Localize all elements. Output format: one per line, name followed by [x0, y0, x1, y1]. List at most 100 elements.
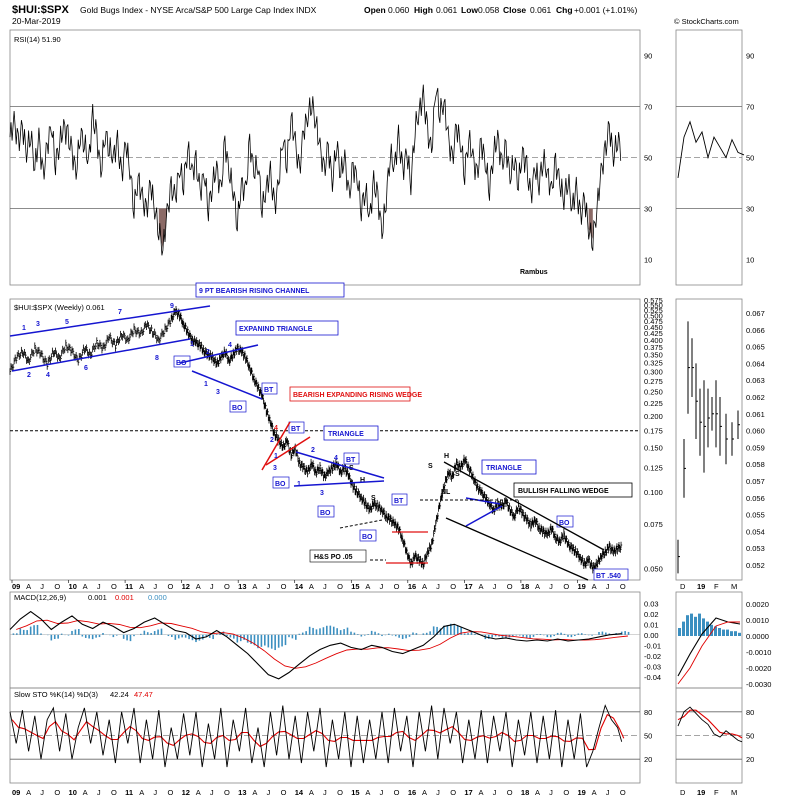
- bottom-x-tick: 09: [12, 788, 20, 797]
- bottom-x-tick: A: [309, 788, 314, 797]
- hs2-s-right: S: [455, 471, 460, 478]
- wave-number: 2: [206, 349, 210, 356]
- price-tick: 0.500: [644, 311, 663, 320]
- falling-wedge-top: [443, 461, 605, 551]
- bottom-x-tick: 15: [351, 788, 359, 797]
- wave-number: 6: [84, 365, 88, 372]
- hs2-h: H: [444, 453, 449, 460]
- x-tick: O: [337, 582, 343, 591]
- side-rsi-tick: 90: [746, 52, 754, 61]
- channel-label: 9 PT BEARISH RISING CHANNEL: [199, 288, 310, 295]
- x-tick: 09: [12, 582, 20, 591]
- hs2-neckline: NL: [441, 489, 451, 496]
- price-legend: $HUI:$SPX (Weekly) 0.061: [14, 303, 105, 312]
- side-rsi-line: [677, 120, 745, 178]
- bottom-x-tick: O: [337, 788, 343, 797]
- falling-wedge-box: [513, 482, 633, 498]
- macd-tick: -0.03: [644, 662, 661, 671]
- sto-d-line: [11, 713, 625, 751]
- side-macd-signal: [677, 621, 740, 685]
- side-macd-tick: -0.0010: [746, 648, 771, 657]
- expanding-triangle-label: EXPANIND TRIANGLE: [239, 326, 313, 333]
- copyright-label: © StockCharts.com: [674, 17, 739, 26]
- sto-d-value: 47.47: [134, 690, 153, 699]
- bo-1: BO: [176, 360, 187, 367]
- bottom-x-tick: J: [210, 788, 214, 797]
- side-frame-price: [675, 298, 743, 581]
- x-tick: A: [592, 582, 597, 591]
- hs1-s-right: S: [371, 495, 376, 502]
- rsi-oversold-fill: [158, 208, 168, 250]
- x-tick: O: [281, 582, 287, 591]
- symbol-label: $HUI:$SPX: [12, 4, 70, 16]
- x-tick: A: [139, 582, 144, 591]
- rsi-panel: RSI(14) 51.90 Rambus 90 90 70 70 50 50 30 30 10 1…: [9, 35, 754, 276]
- open-label: Open: [364, 5, 386, 15]
- side-x-tick: D: [680, 582, 686, 591]
- frame-macd: [9, 591, 641, 689]
- price-tick: 0.425: [644, 329, 663, 338]
- side-macd-histogram: [690, 613, 693, 636]
- macd-legend: MACD(12,26,9): [14, 593, 67, 602]
- side-macd-histogram: [710, 624, 713, 636]
- price-tick: 0.175: [644, 427, 663, 436]
- wave-number: 2: [270, 437, 274, 444]
- wave-number: 1: [22, 325, 26, 332]
- side-macd-histogram: [726, 629, 729, 636]
- x-tick: A: [83, 582, 88, 591]
- wave-number: 4: [274, 425, 278, 432]
- bearish-wedge-label: BEARISH EXPANDING RISING WEDGE: [293, 392, 422, 399]
- side-rsi-tick: 70: [746, 103, 754, 112]
- wave-number: 1: [204, 381, 208, 388]
- side-price-tick: 0.060: [746, 427, 765, 436]
- bt-4: BT: [394, 498, 404, 505]
- bo-5: BO: [362, 534, 373, 541]
- sto-k-value: 42.24: [110, 690, 129, 699]
- side-macd-tick: 0.0020: [746, 600, 769, 609]
- side-bottom-x-tick: F: [714, 788, 719, 797]
- macd-tick: 0.03: [644, 599, 659, 608]
- side-sto-tick: 80: [746, 708, 754, 717]
- side-price-tick: 0.063: [746, 376, 765, 385]
- bo-4: BO: [320, 510, 331, 517]
- side-bottom-x-tick: M: [731, 788, 737, 797]
- bo-3: BO: [275, 481, 286, 488]
- side-price-tick: 0.064: [746, 359, 765, 368]
- triangle1-box: [323, 425, 379, 441]
- triangle2-box: [481, 459, 537, 475]
- side-price-tick: 0.065: [746, 343, 765, 352]
- bottom-x-tick: O: [620, 788, 626, 797]
- x-tick: O: [111, 582, 117, 591]
- expanding-triangle-box: [235, 320, 339, 336]
- sto-legend: Slow STO %K(14) %D(3): [14, 690, 99, 699]
- side-macd-histogram: [698, 613, 701, 636]
- price-tick: 0.375: [644, 343, 663, 352]
- chart-header: $HUI:$SPX Gold Bugs Index - NYSE Arca/S&…: [12, 4, 739, 26]
- side-bottom-x-tick: 19: [697, 788, 705, 797]
- panel-frames: [9, 29, 743, 784]
- price-tick: 0.475: [644, 317, 663, 326]
- bottom-x-tick: J: [153, 788, 157, 797]
- wave-number: 1: [274, 453, 278, 460]
- macd-signal-line: [16, 619, 628, 669]
- x-tick: 19: [577, 582, 585, 591]
- wave-number: 1: [297, 481, 301, 488]
- wave-number: 4: [46, 372, 50, 379]
- expanding-triangle-bottom: [191, 370, 263, 400]
- chg-value: +0.001 (+1.01%): [574, 5, 637, 15]
- side-price-tick: 0.054: [746, 527, 765, 536]
- wave-number: 5: [65, 319, 69, 326]
- rsi-tick: 10: [644, 256, 652, 265]
- side-macd-histogram: [722, 629, 725, 636]
- side-macd-histogram: [718, 628, 721, 636]
- x-tick: J: [549, 582, 553, 591]
- channel-bottom: [11, 338, 191, 372]
- x-tick: J: [436, 582, 440, 591]
- side-rsi-tick: 30: [746, 205, 754, 214]
- rsi-tick: 30: [644, 205, 652, 214]
- bt-3: BT: [346, 457, 356, 464]
- x-tick: O: [54, 582, 60, 591]
- wave-number: 3: [273, 465, 277, 472]
- triangle2-top: [465, 497, 501, 505]
